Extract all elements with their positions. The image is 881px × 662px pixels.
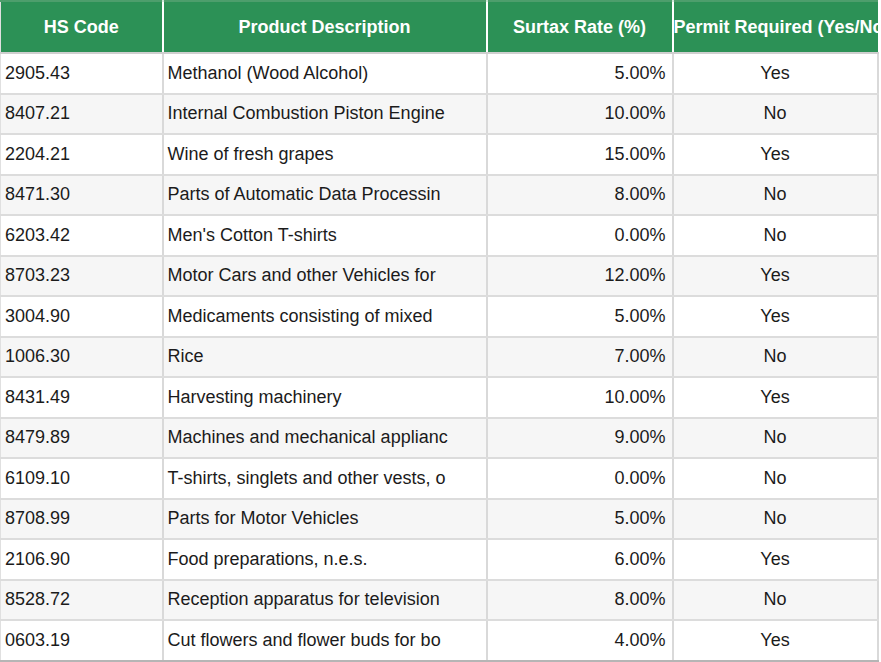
table-row: 8471.30 Parts of Automatic Data Processi… — [1, 175, 878, 216]
permit-required-cell: Yes — [673, 256, 878, 297]
table-row: 2106.90 Food preparations, n.e.s. 6.00% … — [1, 539, 878, 580]
column-header-product-description: Product Description — [163, 1, 487, 53]
hs-code-cell: 8703.23 — [1, 256, 163, 297]
permit-required-cell: Yes — [673, 134, 878, 175]
product-description-cell: Parts for Motor Vehicles — [163, 499, 487, 540]
surtax-rate-cell: 0.00% — [487, 215, 673, 256]
product-description-cell: Parts of Automatic Data Processin — [163, 175, 487, 216]
permit-required-cell: No — [673, 580, 878, 621]
product-description-cell: T-shirts, singlets and other vests, o — [163, 458, 487, 499]
hs-code-cell: 8479.89 — [1, 418, 163, 459]
table-row: 8431.49 Harvesting machinery 10.00% Yes — [1, 377, 878, 418]
table-header: HS Code Product Description Surtax Rate … — [1, 1, 878, 53]
table-row: 8528.72 Reception apparatus for televisi… — [1, 580, 878, 621]
permit-required-cell: No — [673, 94, 878, 135]
product-description-cell: Men's Cotton T-shirts — [163, 215, 487, 256]
surtax-rate-cell: 15.00% — [487, 134, 673, 175]
table-row: 8479.89 Machines and mechanical applianc… — [1, 418, 878, 459]
permit-required-cell: No — [673, 458, 878, 499]
surtax-rate-cell: 10.00% — [487, 377, 673, 418]
hs-code-cell: 6203.42 — [1, 215, 163, 256]
hs-code-cell: 8471.30 — [1, 175, 163, 216]
column-header-hs-code: HS Code — [1, 1, 163, 53]
hs-code-cell: 8407.21 — [1, 94, 163, 135]
hs-code-cell: 8528.72 — [1, 580, 163, 621]
permit-required-cell: No — [673, 175, 878, 216]
hs-code-cell: 6109.10 — [1, 458, 163, 499]
surtax-rate-cell: 12.00% — [487, 256, 673, 297]
product-description-cell: Medicaments consisting of mixed — [163, 296, 487, 337]
hs-code-cell: 2905.43 — [1, 53, 163, 94]
table-row: 8703.23 Motor Cars and other Vehicles fo… — [1, 256, 878, 297]
permit-required-cell: Yes — [673, 296, 878, 337]
permit-required-cell: Yes — [673, 539, 878, 580]
table-body: 2905.43 Methanol (Wood Alcohol) 5.00% Ye… — [1, 53, 878, 661]
surtax-rate-cell: 0.00% — [487, 458, 673, 499]
permit-required-cell: Yes — [673, 377, 878, 418]
table-row: 8708.99 Parts for Motor Vehicles 5.00% N… — [1, 499, 878, 540]
table-row: 8407.21 Internal Combustion Piston Engin… — [1, 94, 878, 135]
surtax-table: HS Code Product Description Surtax Rate … — [0, 0, 879, 662]
hs-code-cell: 2204.21 — [1, 134, 163, 175]
product-description-cell: Methanol (Wood Alcohol) — [163, 53, 487, 94]
surtax-rate-cell: 4.00% — [487, 620, 673, 661]
permit-required-cell: No — [673, 499, 878, 540]
column-header-permit-required: Permit Required (Yes/No) — [673, 1, 878, 53]
surtax-rate-cell: 7.00% — [487, 337, 673, 378]
surtax-rate-cell: 6.00% — [487, 539, 673, 580]
table-row: 2204.21 Wine of fresh grapes 15.00% Yes — [1, 134, 878, 175]
table-row: 6203.42 Men's Cotton T-shirts 0.00% No — [1, 215, 878, 256]
surtax-rate-cell: 8.00% — [487, 580, 673, 621]
product-description-cell: Internal Combustion Piston Engine — [163, 94, 487, 135]
product-description-cell: Wine of fresh grapes — [163, 134, 487, 175]
permit-required-cell: No — [673, 418, 878, 459]
table-row: 2905.43 Methanol (Wood Alcohol) 5.00% Ye… — [1, 53, 878, 94]
permit-required-cell: Yes — [673, 53, 878, 94]
product-description-cell: Cut flowers and flower buds for bo — [163, 620, 487, 661]
product-description-cell: Food preparations, n.e.s. — [163, 539, 487, 580]
surtax-rate-cell: 8.00% — [487, 175, 673, 216]
product-description-cell: Machines and mechanical applianc — [163, 418, 487, 459]
hs-code-cell: 8708.99 — [1, 499, 163, 540]
surtax-rate-cell: 5.00% — [487, 296, 673, 337]
permit-required-cell: No — [673, 337, 878, 378]
surtax-rate-cell: 5.00% — [487, 499, 673, 540]
product-description-cell: Harvesting machinery — [163, 377, 487, 418]
hs-code-cell: 3004.90 — [1, 296, 163, 337]
hs-code-cell: 2106.90 — [1, 539, 163, 580]
permit-required-cell: No — [673, 215, 878, 256]
surtax-rate-cell: 9.00% — [487, 418, 673, 459]
product-description-cell: Reception apparatus for television — [163, 580, 487, 621]
product-description-cell: Motor Cars and other Vehicles for — [163, 256, 487, 297]
hs-code-cell: 0603.19 — [1, 620, 163, 661]
surtax-rate-cell: 10.00% — [487, 94, 673, 135]
product-description-cell: Rice — [163, 337, 487, 378]
table-row: 6109.10 T-shirts, singlets and other ves… — [1, 458, 878, 499]
hs-code-cell: 8431.49 — [1, 377, 163, 418]
table-row: 1006.30 Rice 7.00% No — [1, 337, 878, 378]
header-row: HS Code Product Description Surtax Rate … — [1, 1, 878, 53]
column-header-surtax-rate: Surtax Rate (%) — [487, 1, 673, 53]
table-canvas: HS Code Product Description Surtax Rate … — [0, 0, 881, 662]
hs-code-cell: 1006.30 — [1, 337, 163, 378]
table-row: 0603.19 Cut flowers and flower buds for … — [1, 620, 878, 661]
table-row: 3004.90 Medicaments consisting of mixed … — [1, 296, 878, 337]
permit-required-cell: Yes — [673, 620, 878, 661]
surtax-rate-cell: 5.00% — [487, 53, 673, 94]
